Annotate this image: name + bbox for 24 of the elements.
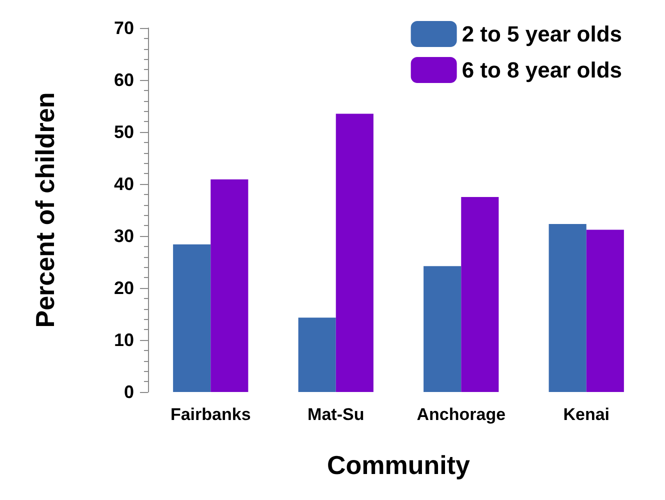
bar xyxy=(586,230,624,392)
x-tick-label: Fairbanks xyxy=(170,405,251,424)
y-tick-label: 60 xyxy=(114,70,134,90)
legend-label: 6 to 8 year olds xyxy=(462,58,622,82)
bar xyxy=(461,197,499,392)
bar xyxy=(173,244,211,392)
bar xyxy=(336,114,374,392)
x-tick-label: Kenai xyxy=(563,405,610,424)
y-tick-label: 20 xyxy=(114,278,134,298)
y-tick-label: 40 xyxy=(114,174,134,194)
y-tick-label: 50 xyxy=(114,122,134,142)
y-tick-label: 30 xyxy=(114,226,134,246)
y-tick-label: 10 xyxy=(114,330,134,350)
bar xyxy=(298,318,336,392)
x-tick-label: Mat-Su xyxy=(308,405,364,424)
y-tick-label: 0 xyxy=(124,382,134,402)
bar xyxy=(548,224,586,392)
y-axis-title: Percent of children xyxy=(30,92,60,328)
x-axis-title: Community xyxy=(327,450,471,480)
bar xyxy=(210,179,248,392)
bar xyxy=(424,266,462,392)
x-tick-label: Anchorage xyxy=(416,405,506,424)
legend-label: 2 to 5 year olds xyxy=(462,22,622,46)
y-tick-label: 70 xyxy=(114,18,134,38)
